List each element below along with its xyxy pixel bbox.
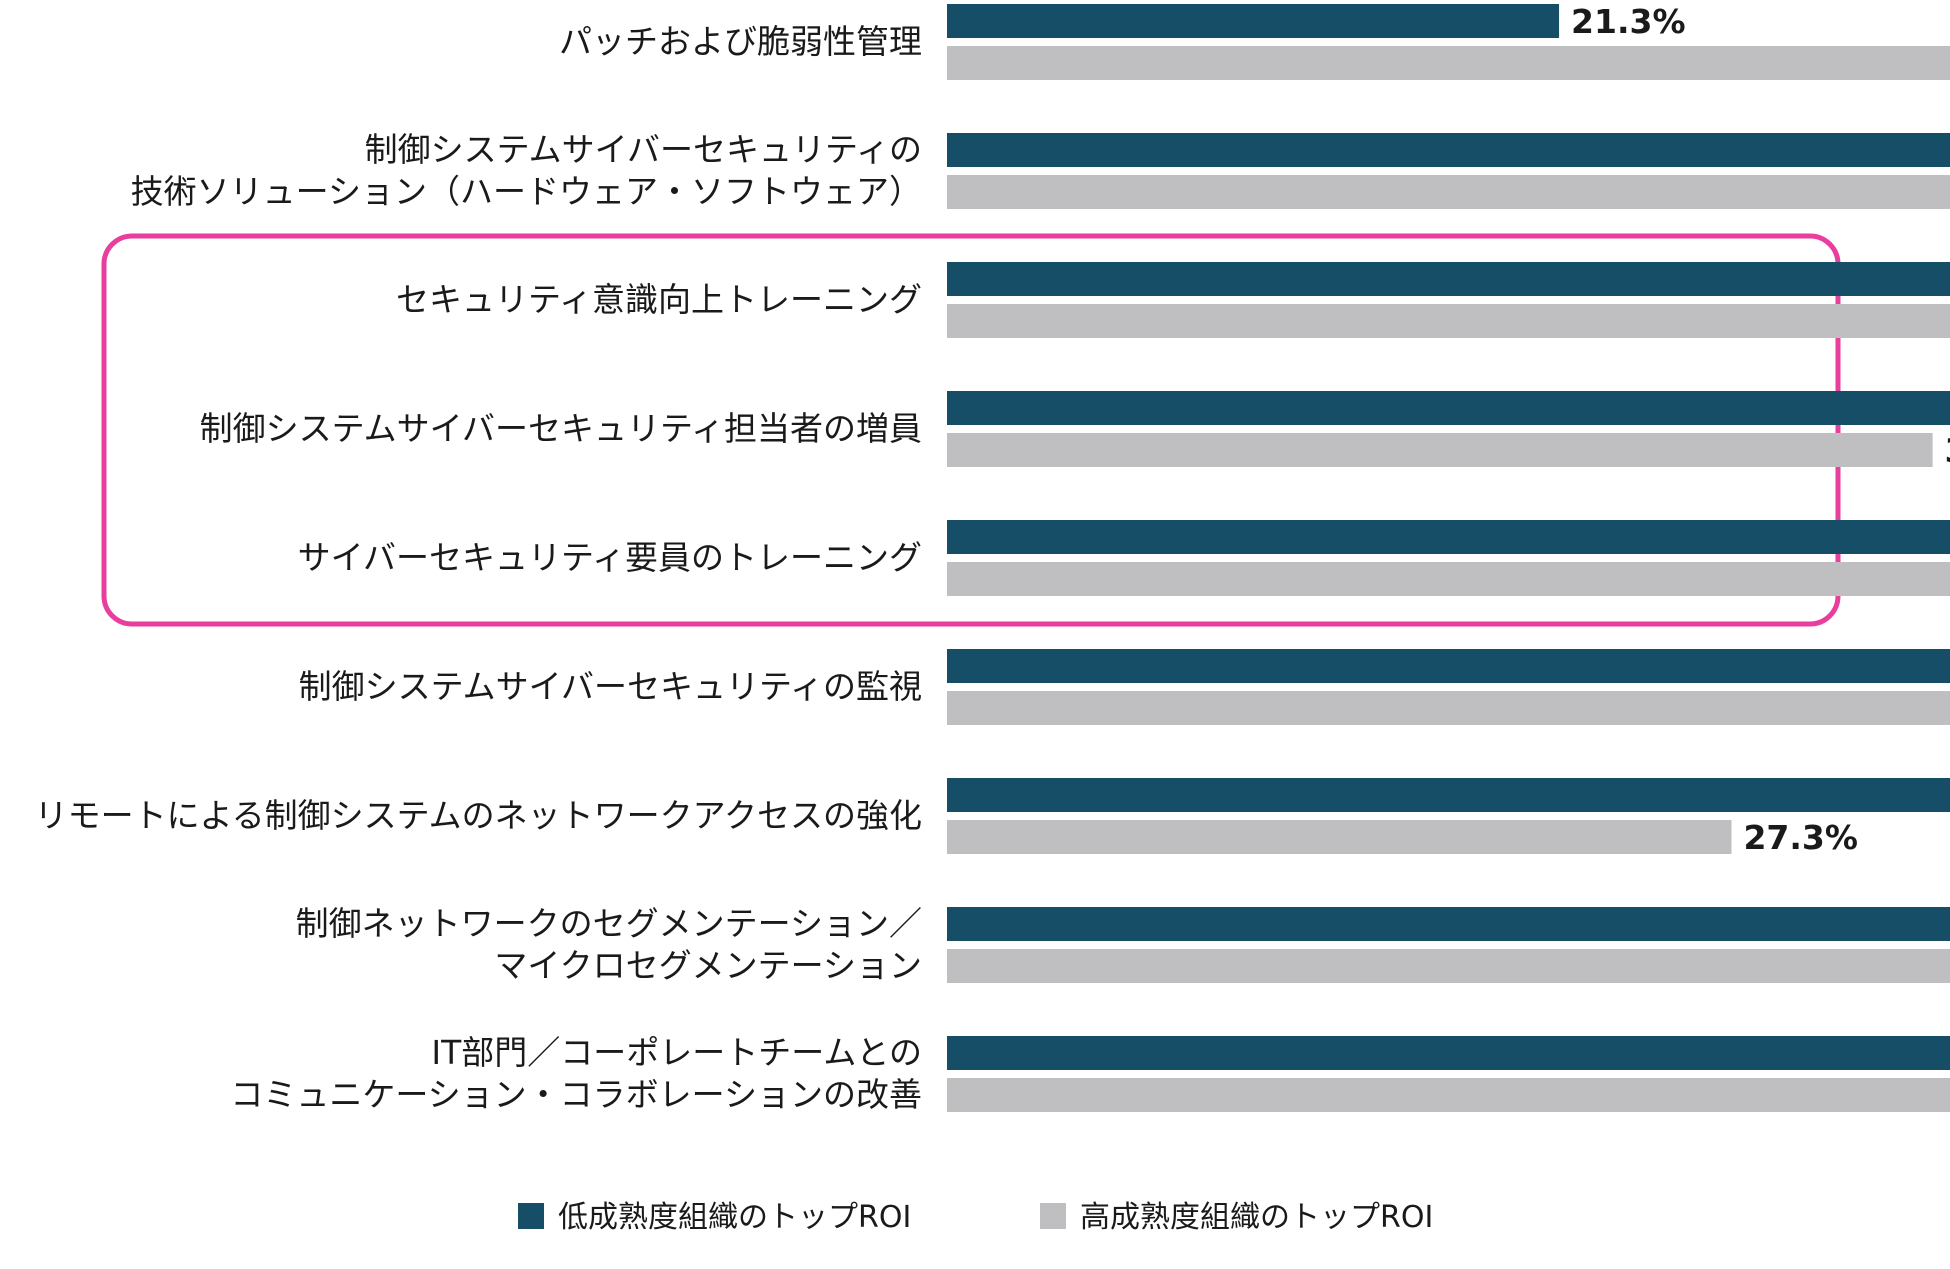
category-label: セキュリティ意識向上トレーニング — [396, 280, 922, 319]
bars — [947, 4, 1950, 1112]
bar-low-maturity — [947, 391, 1950, 425]
data-label: 27.3% — [1743, 818, 1858, 857]
highlight-group — [101, 233, 1841, 627]
data-label: 34.3% — [1945, 431, 1950, 470]
bar-low-maturity — [947, 649, 1950, 683]
category-labels: パッチおよび脆弱性管理制御システムサイバーセキュリティの技術ソリューション（ハー… — [35, 22, 922, 1114]
category-label: 制御システムサイバーセキュリティの監視 — [299, 667, 922, 706]
bar-low-maturity — [947, 262, 1950, 296]
category-label: 制御システムサイバーセキュリティ担当者の増員 — [200, 409, 922, 448]
bar-high-maturity — [947, 949, 1950, 983]
bar-high-maturity — [947, 1078, 1950, 1112]
bar-high-maturity — [947, 820, 1732, 854]
category-label: 制御システムサイバーセキュリティの — [365, 130, 922, 169]
legend-swatch — [1040, 1203, 1066, 1229]
legend: 低成熟度組織のトップROI 高成熟度組織のトップROI — [518, 1200, 1433, 1235]
data-label: 21.3% — [1571, 2, 1686, 41]
value-labels: 21.3%40.0%43.4%48.9%40.3%40.5%36.9%34.3%… — [1571, 2, 1950, 857]
category-label: マイクロセグメンテーション — [494, 946, 922, 985]
bar-low-maturity — [947, 907, 1950, 941]
category-label: パッチおよび脆弱性管理 — [559, 22, 922, 61]
category-label: コミュニケーション・コラボレーションの改善 — [230, 1075, 922, 1114]
category-label: IT部門／コーポレートチームとの — [431, 1033, 922, 1072]
bar-high-maturity — [947, 691, 1950, 725]
bar-high-maturity — [947, 433, 1933, 467]
category-label: リモートによる制御システムのネットワークアクセスの強化 — [35, 796, 922, 835]
legend-label: 低成熟度組織のトップROI — [558, 1200, 911, 1235]
bar-low-maturity — [947, 4, 1560, 38]
bar-low-maturity — [947, 778, 1950, 812]
category-label: 制御ネットワークのセグメンテーション／ — [296, 904, 922, 943]
category-label: サイバーセキュリティ要員のトレーニング — [298, 538, 922, 577]
category-label: 技術ソリューション（ハードウェア・ソフトウェア） — [131, 172, 922, 211]
bar-low-maturity — [947, 1036, 1950, 1070]
bar-low-maturity — [947, 133, 1950, 167]
legend-label: 高成熟度組織のトップROI — [1080, 1200, 1433, 1235]
bar-high-maturity — [947, 46, 1950, 80]
bar-low-maturity — [947, 520, 1950, 554]
bar-high-maturity — [947, 175, 1950, 209]
legend-swatch — [518, 1203, 544, 1229]
bar-high-maturity — [947, 562, 1950, 596]
bar-high-maturity — [947, 304, 1950, 338]
highlight-box — [101, 233, 1841, 627]
